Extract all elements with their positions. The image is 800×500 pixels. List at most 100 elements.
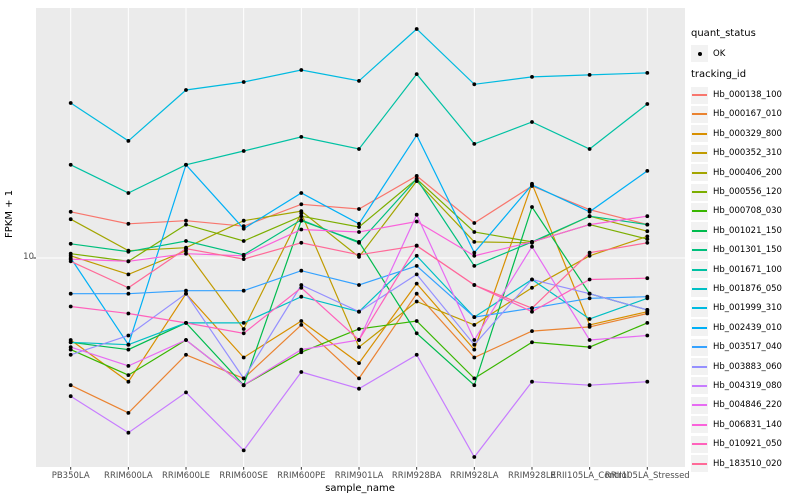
data-point <box>472 221 477 225</box>
data-point <box>530 285 534 290</box>
data-point <box>184 88 188 92</box>
line-swatch-icon <box>691 358 708 376</box>
data-point <box>357 309 361 314</box>
data-point <box>241 327 246 331</box>
y-axis-title: FPKM + 1 <box>4 189 15 238</box>
data-point <box>126 333 131 338</box>
legend-item-label: Hb_004846_220 <box>713 400 782 411</box>
data-point <box>184 352 188 357</box>
data-point <box>184 291 188 296</box>
data-point <box>68 345 73 349</box>
data-point <box>414 281 419 286</box>
data-point <box>414 331 419 336</box>
data-point <box>357 338 361 342</box>
data-point <box>241 257 246 261</box>
data-point <box>357 79 361 83</box>
data-point <box>68 209 73 214</box>
legend-item-label: Hb_004319_080 <box>713 380 782 391</box>
data-point <box>68 383 73 388</box>
data-point <box>126 430 131 435</box>
data-point <box>414 352 419 357</box>
data-point <box>645 222 650 227</box>
data-point <box>68 101 73 105</box>
data-point <box>126 373 131 377</box>
data-point <box>414 212 419 217</box>
data-point <box>126 291 131 296</box>
legend-item-Hb_000708_030: Hb_000708_030 <box>691 202 799 221</box>
legend-item-label: OK <box>713 48 726 59</box>
data-point <box>530 120 534 124</box>
data-point <box>645 71 650 75</box>
legend: quant_status OK tracking_id Hb_000138_10… <box>691 22 799 473</box>
data-point <box>587 209 592 214</box>
x-tick-label-PB350LA: PB350LA <box>51 471 90 481</box>
data-point <box>472 230 477 234</box>
y-tick-label: 10 <box>23 252 34 262</box>
panel-background <box>36 8 685 467</box>
data-point <box>414 253 419 258</box>
data-point <box>472 338 477 342</box>
data-point <box>241 149 246 153</box>
legend-item-Hb_003883_060: Hb_003883_060 <box>691 357 799 376</box>
data-point <box>241 288 246 293</box>
data-point <box>357 207 361 211</box>
axis-ticks <box>33 257 648 470</box>
data-point <box>472 347 477 352</box>
legend-item-Hb_006831_140: Hb_006831_140 <box>691 415 799 434</box>
data-point <box>357 386 361 391</box>
data-point <box>184 218 188 223</box>
line-swatch-icon <box>691 105 708 123</box>
legend-item-label: Hb_003883_060 <box>713 361 782 372</box>
data-point <box>472 82 477 87</box>
data-point <box>126 259 131 264</box>
data-point <box>414 72 419 76</box>
data-point <box>241 218 246 223</box>
data-point <box>126 249 131 254</box>
data-point <box>414 264 419 268</box>
legend-item-Hb_004319_080: Hb_004319_080 <box>691 376 799 395</box>
data-point <box>126 379 131 384</box>
point-marker-icon <box>691 45 708 63</box>
data-point <box>645 237 650 242</box>
data-point <box>414 319 419 323</box>
data-point <box>357 283 361 287</box>
legend-item-Hb_001301_150: Hb_001301_150 <box>691 241 799 260</box>
data-point <box>68 394 73 399</box>
data-point <box>645 333 650 338</box>
data-point <box>472 376 477 381</box>
data-point <box>184 338 188 342</box>
data-point <box>299 214 304 219</box>
data-point <box>414 133 419 138</box>
data-point <box>126 364 131 368</box>
legend-item-label: Hb_001876_050 <box>713 283 782 294</box>
data-point <box>645 169 650 173</box>
legend-item-label: Hb_001301_150 <box>713 245 782 256</box>
x-tick-label-RRIM901LA: RRIM901LA <box>334 471 384 481</box>
data-point <box>414 27 419 31</box>
data-point <box>184 162 188 167</box>
data-point <box>241 355 246 360</box>
data-point <box>414 219 419 224</box>
line-swatch-icon <box>691 86 708 104</box>
data-point <box>357 147 361 151</box>
data-point <box>472 283 477 287</box>
data-point <box>530 75 534 79</box>
data-point <box>126 191 131 195</box>
legend-item-label: Hb_000556_120 <box>713 187 782 198</box>
data-point <box>414 272 419 277</box>
data-point <box>587 345 592 349</box>
data-point <box>645 102 650 106</box>
legend-item-Hb_000406_200: Hb_000406_200 <box>691 163 799 182</box>
legend-item-label: Hb_183510_020 <box>713 458 782 469</box>
data-point <box>241 321 246 325</box>
data-point <box>184 246 188 251</box>
data-point <box>357 345 361 349</box>
line-swatch-icon <box>691 299 708 317</box>
data-point <box>472 323 477 327</box>
data-point <box>241 226 246 231</box>
legend-item-label: Hb_000406_200 <box>713 167 782 178</box>
data-point <box>587 147 592 151</box>
data-point <box>299 323 304 327</box>
data-point <box>299 370 304 374</box>
x-tick-label-RRIM600LA: RRIM600LA <box>104 471 153 481</box>
